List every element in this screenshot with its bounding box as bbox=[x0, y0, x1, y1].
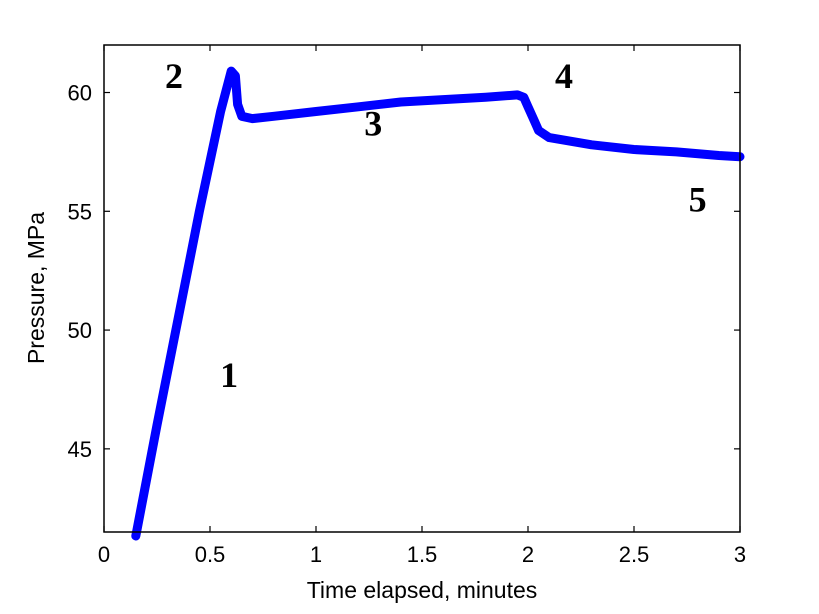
stage-annotations: 1 2 3 4 5 bbox=[165, 56, 707, 395]
y-tick-label: 60 bbox=[68, 81, 92, 106]
x-tick-label: 2.5 bbox=[619, 542, 650, 567]
plot-frame bbox=[103, 44, 741, 533]
tick-labels: 0 0.5 1 1.5 2 2.5 3 45 50 55 60 bbox=[68, 81, 747, 567]
stage-label-4: 4 bbox=[555, 56, 573, 96]
x-tick-label: 3 bbox=[734, 542, 746, 567]
plot-area bbox=[104, 45, 740, 532]
x-tick-label: 0 bbox=[98, 542, 110, 567]
pressure-series-line bbox=[131, 66, 745, 541]
y-tick-label: 45 bbox=[68, 437, 92, 462]
y-tick-label: 55 bbox=[68, 199, 92, 224]
x-tick-label: 2 bbox=[522, 542, 534, 567]
stage-label-3: 3 bbox=[364, 103, 382, 143]
x-tick-label: 1 bbox=[310, 542, 322, 567]
y-axis-label: Pressure, MPa bbox=[23, 212, 49, 364]
stage-label-2: 2 bbox=[165, 56, 183, 96]
x-tick-label: 0.5 bbox=[195, 542, 226, 567]
y-tick-label: 50 bbox=[68, 318, 92, 343]
x-axis-label: Time elapsed, minutes bbox=[307, 577, 538, 603]
x-tick-label: 1.5 bbox=[407, 542, 438, 567]
stage-label-1: 1 bbox=[220, 355, 238, 395]
stage-label-5: 5 bbox=[689, 179, 707, 219]
